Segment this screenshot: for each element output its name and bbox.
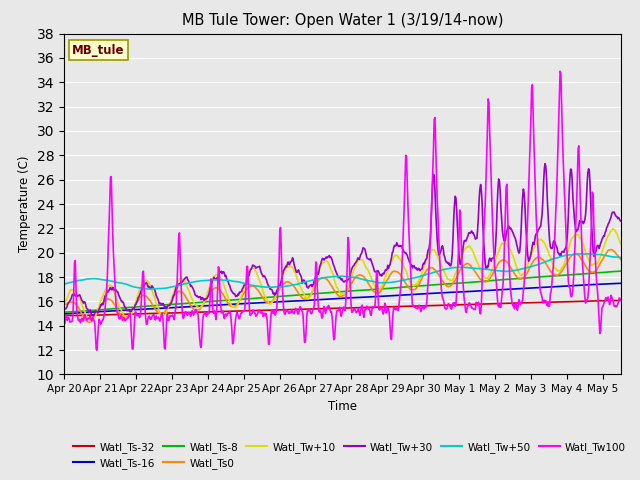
Watl_Tw+10 — [474, 260, 481, 266]
Watl_Ts0 — [85, 319, 93, 325]
Watl_Tw+10 — [63, 297, 70, 303]
Legend: Watl_Ts-32, Watl_Ts-16, Watl_Ts-8, Watl_Ts0, Watl_Tw+10, Watl_Tw+30, Watl_Tw+50,: Watl_Ts-32, Watl_Ts-16, Watl_Ts-8, Watl_… — [69, 438, 630, 473]
Watl_Tw+50 — [138, 286, 146, 291]
Watl_Ts-8 — [460, 280, 467, 286]
Watl_Tw100 — [139, 270, 147, 276]
X-axis label: Time: Time — [328, 400, 357, 413]
Watl_Tw+30 — [60, 305, 68, 311]
Watl_Tw100 — [617, 297, 625, 303]
Watl_Tw+50 — [298, 280, 306, 286]
Watl_Ts-16 — [60, 311, 68, 317]
Watl_Ts0 — [298, 295, 306, 301]
Watl_Ts0 — [63, 301, 70, 307]
Watl_Tw+30 — [541, 161, 549, 167]
Watl_Tw100 — [93, 348, 101, 353]
Watl_Tw+10 — [460, 247, 468, 253]
Watl_Tw+10 — [298, 288, 306, 294]
Watl_Ts-16 — [298, 298, 305, 304]
Watl_Tw+30 — [460, 238, 468, 244]
Watl_Tw100 — [474, 302, 481, 308]
Watl_Ts-8 — [138, 303, 146, 309]
Watl_Tw+10 — [617, 241, 625, 247]
Watl_Ts-32 — [63, 312, 70, 318]
Watl_Tw+10 — [60, 301, 68, 307]
Line: Watl_Ts-32: Watl_Ts-32 — [64, 300, 621, 315]
Watl_Ts-32 — [616, 298, 624, 303]
Watl_Tw100 — [298, 308, 306, 314]
Title: MB Tule Tower: Open Water 1 (3/19/14-now): MB Tule Tower: Open Water 1 (3/19/14-now… — [182, 13, 503, 28]
Watl_Tw+50 — [460, 264, 468, 270]
Watl_Tw+30 — [139, 285, 147, 290]
Watl_Tw100 — [60, 320, 68, 326]
Watl_Ts-32 — [60, 312, 68, 318]
Watl_Ts-8 — [319, 290, 326, 296]
Watl_Tw+50 — [319, 275, 327, 281]
Watl_Ts-8 — [473, 279, 481, 285]
Watl_Tw+10 — [139, 280, 147, 286]
Watl_Ts-16 — [138, 306, 146, 312]
Line: Watl_Tw100: Watl_Tw100 — [64, 72, 621, 350]
Line: Watl_Tw+10: Watl_Tw+10 — [64, 229, 621, 322]
Watl_Tw+50 — [63, 281, 70, 287]
Watl_Ts-16 — [460, 289, 467, 295]
Line: Watl_Tw+30: Watl_Tw+30 — [64, 164, 621, 316]
Text: MB_tule: MB_tule — [72, 44, 125, 57]
Watl_Ts0 — [60, 302, 68, 308]
Watl_Ts-32 — [319, 306, 327, 312]
Line: Watl_Tw+50: Watl_Tw+50 — [64, 254, 621, 289]
Watl_Tw+50 — [617, 255, 625, 261]
Watl_Ts-32 — [139, 311, 147, 317]
Watl_Ts-32 — [65, 312, 73, 318]
Watl_Tw100 — [556, 69, 564, 74]
Watl_Tw100 — [319, 307, 327, 313]
Watl_Ts-32 — [474, 301, 481, 307]
Watl_Tw+50 — [576, 251, 584, 257]
Watl_Ts-8 — [63, 309, 70, 315]
Watl_Ts-8 — [60, 309, 68, 315]
Line: Watl_Ts-8: Watl_Ts-8 — [64, 271, 621, 312]
Watl_Tw+30 — [474, 226, 481, 232]
Watl_Tw+50 — [60, 281, 68, 287]
Watl_Tw+30 — [298, 280, 306, 286]
Watl_Tw+50 — [474, 265, 481, 271]
Line: Watl_Ts0: Watl_Ts0 — [64, 250, 621, 322]
Watl_Tw+10 — [609, 226, 617, 232]
Watl_Tw+30 — [617, 218, 625, 224]
Y-axis label: Temperature (C): Temperature (C) — [18, 156, 31, 252]
Watl_Ts-8 — [298, 292, 305, 298]
Watl_Tw100 — [460, 296, 468, 302]
Watl_Ts-16 — [319, 297, 326, 302]
Watl_Tw+30 — [63, 305, 70, 311]
Watl_Ts-16 — [63, 311, 70, 317]
Watl_Tw100 — [63, 312, 70, 318]
Watl_Tw+30 — [319, 256, 327, 262]
Watl_Tw+50 — [145, 287, 153, 292]
Line: Watl_Ts-16: Watl_Ts-16 — [64, 283, 621, 314]
Watl_Ts-8 — [617, 268, 625, 274]
Watl_Ts-16 — [473, 288, 481, 294]
Watl_Ts0 — [460, 262, 468, 268]
Watl_Ts0 — [139, 293, 147, 299]
Watl_Ts0 — [474, 273, 481, 279]
Watl_Ts0 — [319, 275, 327, 281]
Watl_Tw+10 — [87, 319, 95, 324]
Watl_Tw+10 — [319, 260, 327, 265]
Watl_Ts-32 — [460, 302, 468, 308]
Watl_Ts0 — [607, 247, 615, 252]
Watl_Ts-32 — [298, 306, 306, 312]
Watl_Ts0 — [617, 257, 625, 263]
Watl_Tw+30 — [90, 313, 97, 319]
Watl_Ts-16 — [617, 280, 625, 286]
Watl_Ts-32 — [617, 298, 625, 303]
